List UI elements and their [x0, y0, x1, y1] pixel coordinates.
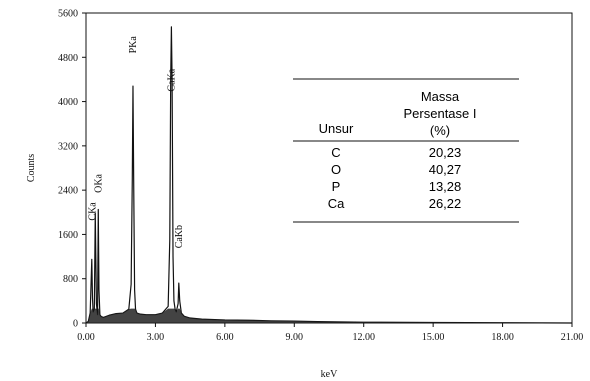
- x-tick-label: 15.00: [422, 332, 445, 343]
- table-cell-mass: 20,23: [429, 145, 462, 160]
- y-tick-label: 4800: [58, 53, 78, 64]
- table-cell-mass: 13,28: [429, 179, 462, 194]
- peak-label: PKa: [128, 36, 139, 54]
- y-tick-label: 1600: [58, 230, 78, 241]
- peak-label: CaKa: [166, 68, 177, 91]
- y-tick-label: 800: [63, 274, 78, 285]
- y-axis-label: Counts: [26, 154, 37, 182]
- table-cell-element: P: [332, 179, 341, 194]
- x-tick-label: 0.00: [77, 332, 95, 343]
- x-tick-label: 12.00: [352, 332, 375, 343]
- x-tick-label: 3.00: [147, 332, 165, 343]
- y-tick-label: 3200: [58, 141, 78, 152]
- axis-ticks: 0.00 3.00 6.00 9.00 12.00 15.00 18.00 21.00 0 800…: [58, 9, 583, 344]
- peak-labels: CKa OKa PKa CaKa CaKb: [88, 36, 185, 249]
- spectrum-series: [85, 26, 573, 324]
- table-cell-mass: 26,22: [429, 196, 462, 211]
- peak-label: OKa: [93, 173, 104, 192]
- table-cell-mass: 40,27: [429, 162, 462, 177]
- peak-label: CaKb: [174, 225, 185, 248]
- table-header-element: Unsur: [319, 121, 354, 136]
- x-tick-label: 18.00: [491, 332, 514, 343]
- composition-table: Unsur Massa Persentase I (%) C 20,23 O 4…: [293, 78, 519, 223]
- table-cell-element: Ca: [328, 196, 345, 211]
- y-tick-label: 4000: [58, 97, 78, 108]
- x-tick-label: 21.00: [561, 332, 584, 343]
- x-tick-label: 6.00: [216, 332, 234, 343]
- table-cell-element: C: [331, 145, 340, 160]
- y-tick-label: 2400: [58, 186, 78, 197]
- table-header-mass-line3: (%): [430, 123, 450, 138]
- y-tick-label: 0: [73, 319, 78, 330]
- spectrum-base-fill: [86, 308, 572, 323]
- x-tick-label: 9.00: [286, 332, 304, 343]
- table-cell-element: O: [331, 162, 341, 177]
- table-header-mass-line1: Massa: [421, 89, 460, 104]
- y-tick-label: 5600: [58, 9, 78, 20]
- peak-label: CKa: [88, 202, 99, 221]
- table-header-mass-line2: Persentase I: [404, 106, 477, 121]
- x-axis-label: keV: [321, 369, 338, 380]
